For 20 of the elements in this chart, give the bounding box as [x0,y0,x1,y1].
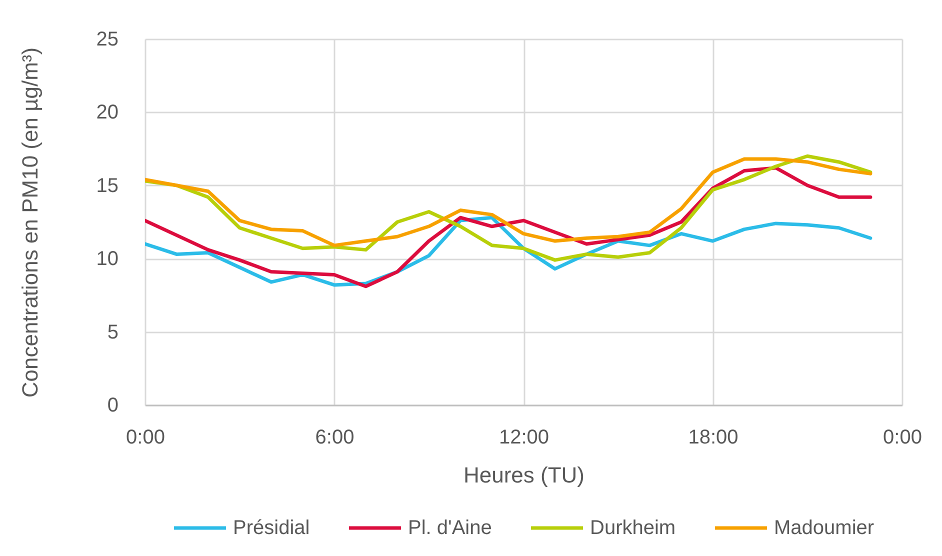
y-axis-title: Concentrations en PM10 (en µg/m³) [18,47,42,398]
y-tick-label: 10 [96,248,118,270]
legend-label: Présidial [233,517,310,539]
y-tick-label: 5 [107,321,118,344]
x-tick-label: 6:00 [315,426,354,448]
x-axis-title: Heures (TU) [463,462,585,488]
y-tick-label: 25 [96,28,118,50]
x-tick-label: 0:00 [126,426,165,448]
x-tick-label: 12:00 [498,426,550,448]
y-tick-label: 20 [96,102,118,124]
x-tick-label: 18:00 [688,426,738,448]
line-series [145,157,872,248]
x-tick-label: 0:00 [883,426,922,448]
legend-label: Madoumier [774,517,874,539]
y-tick-label: 15 [96,174,118,197]
line-series [145,154,872,262]
y-tick-label: 0 [107,394,118,416]
line-series [145,166,872,288]
legend-label: Pl. d'Aine [408,517,492,539]
legend-label: Durkheim [590,517,676,539]
